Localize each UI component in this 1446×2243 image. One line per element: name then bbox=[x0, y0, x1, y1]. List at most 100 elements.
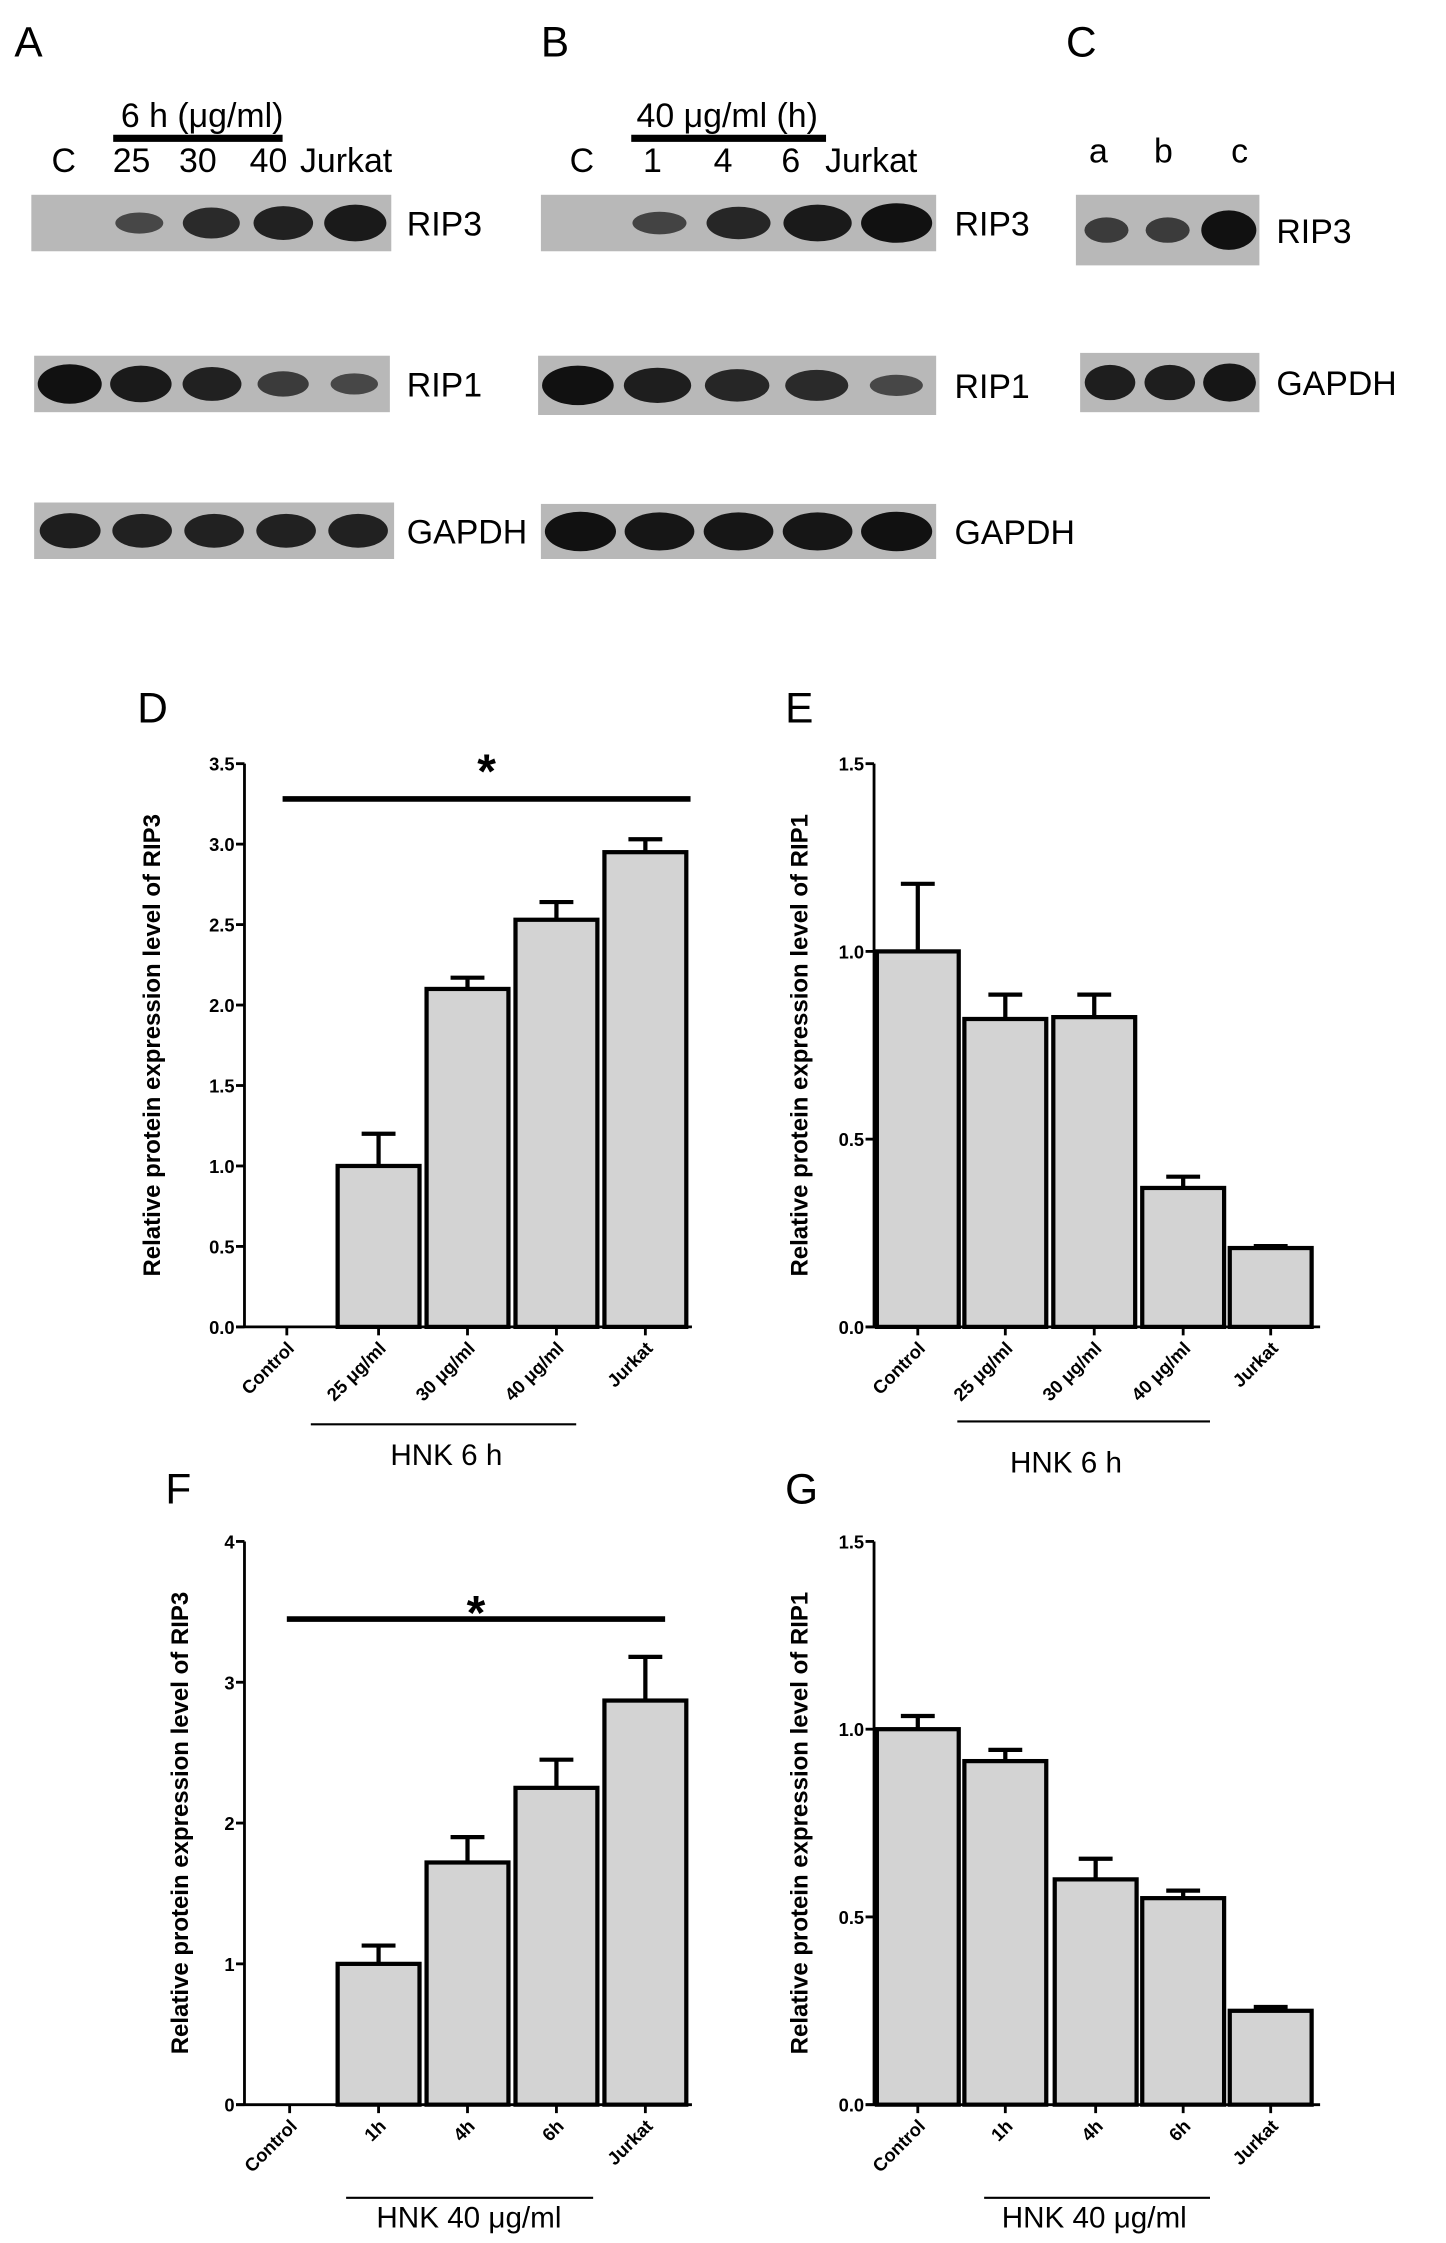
bar bbox=[424, 1860, 511, 2107]
protein-band bbox=[182, 367, 242, 401]
panel-label-b: B bbox=[541, 18, 569, 65]
protein-band bbox=[1084, 217, 1129, 243]
x-tick-label: 25 μg/ml bbox=[949, 1337, 1016, 1404]
bar bbox=[513, 1785, 600, 2107]
x-tick-label: 4h bbox=[449, 2115, 479, 2145]
protein-band bbox=[256, 513, 316, 548]
protein-band bbox=[330, 373, 378, 395]
x-tick-label: 30 μg/ml bbox=[411, 1337, 478, 1404]
protein-band bbox=[783, 204, 852, 242]
y-tick-label: 2.5 bbox=[209, 915, 235, 936]
y-tick-label: 4 bbox=[224, 1532, 235, 1553]
bar bbox=[1227, 2008, 1314, 2107]
protein-label: RIP3 bbox=[407, 206, 482, 244]
y-tick-label: 0.0 bbox=[839, 2095, 865, 2116]
x-tick-label: Control bbox=[868, 2115, 929, 2176]
y-tick-label: 1.0 bbox=[209, 1156, 235, 1177]
y-tick-label: 3 bbox=[224, 1672, 234, 1693]
bar bbox=[1051, 1014, 1138, 1330]
y-tick-label: 1.0 bbox=[839, 941, 865, 962]
group-label: HNK 6 h bbox=[390, 1439, 502, 1472]
protein-label: GAPDH bbox=[407, 513, 527, 551]
y-tick-label: 1.5 bbox=[839, 754, 865, 775]
x-tick-label: 6h bbox=[1164, 2115, 1194, 2145]
bar bbox=[874, 1727, 961, 2107]
panel-label-c: C bbox=[1066, 18, 1097, 65]
bar bbox=[424, 986, 511, 1330]
bar bbox=[1140, 1185, 1227, 1330]
bar bbox=[874, 949, 961, 1330]
protein-band bbox=[1201, 210, 1257, 250]
protein-band bbox=[184, 513, 244, 548]
lane-label: 1 bbox=[643, 142, 662, 180]
protein-band bbox=[257, 371, 309, 397]
group-label: HNK 40 μg/ml bbox=[376, 2201, 561, 2234]
protein-band bbox=[1144, 364, 1196, 401]
y-tick-label: 1.0 bbox=[839, 1719, 865, 1740]
protein-band bbox=[39, 513, 101, 549]
y-tick-label: 0 bbox=[224, 2095, 234, 2116]
lane-label: 30 bbox=[179, 142, 217, 180]
chart-D: Control 25 μg/ml 30 μg/ml 40 μg/ml Jurkat 0.0… bbox=[139, 746, 692, 1472]
x-tick-label: Control bbox=[237, 1337, 298, 1398]
protein-band bbox=[1145, 217, 1190, 243]
y-tick-label: 1.5 bbox=[839, 1532, 865, 1553]
protein-band bbox=[37, 364, 102, 404]
lane-label: 25 bbox=[113, 142, 151, 180]
x-tick-label: Jurkat bbox=[603, 2115, 657, 2169]
bar bbox=[1227, 1245, 1314, 1330]
protein-band bbox=[542, 365, 614, 406]
protein-band bbox=[253, 206, 314, 240]
lane-label: c bbox=[1231, 132, 1248, 170]
protein-band bbox=[624, 512, 695, 551]
x-tick-label: Jurkat bbox=[1228, 1337, 1282, 1391]
lane-label: 40 bbox=[250, 142, 288, 180]
x-tick-label: 4h bbox=[1077, 2115, 1107, 2145]
x-tick-label: 1h bbox=[987, 2115, 1017, 2145]
panel-label-d: D bbox=[137, 685, 168, 732]
protein-band bbox=[1084, 364, 1136, 401]
y-tick-label: 0.5 bbox=[839, 1907, 865, 1928]
protein-band bbox=[112, 513, 172, 548]
lane-label: Jurkat bbox=[300, 142, 393, 180]
group-label: HNK 6 h bbox=[1010, 1446, 1122, 1479]
lane-label: Jurkat bbox=[825, 142, 918, 180]
bar bbox=[1140, 1896, 1227, 2107]
chart-E: Control 25 μg/ml 30 μg/ml 40 μg/ml Jurkat 0.0… bbox=[787, 754, 1321, 1479]
x-tick-label: 6h bbox=[538, 2115, 568, 2145]
protein-label: RIP1 bbox=[954, 368, 1029, 406]
chart-G: Control 1h 4h 6h Jurkat 0.0 0.5 1.0 1.5 Relative … bbox=[787, 1532, 1321, 2234]
bar bbox=[602, 1698, 689, 2107]
y-tick-label: 0.0 bbox=[209, 1317, 235, 1338]
y-tick-label: 3.5 bbox=[209, 754, 235, 775]
significance-star: * bbox=[477, 746, 496, 799]
protein-band bbox=[623, 367, 692, 404]
x-tick-label: Jurkat bbox=[1228, 2115, 1282, 2169]
protein-band bbox=[110, 365, 172, 403]
chart-F: Control 1h 4h 6h Jurkat 0 1 2 3 4 Relative protein… bbox=[167, 1532, 692, 2234]
protein-band bbox=[704, 369, 770, 402]
y-tick-label: 0.0 bbox=[839, 1317, 865, 1338]
x-tick-label: 30 μg/ml bbox=[1038, 1337, 1105, 1404]
protein-band bbox=[785, 369, 849, 401]
protein-label: GAPDH bbox=[1276, 365, 1396, 403]
protein-band bbox=[861, 511, 933, 552]
y-tick-label: 0.5 bbox=[209, 1236, 235, 1257]
x-tick-label: Control bbox=[240, 2115, 301, 2176]
lane-label: C bbox=[570, 142, 594, 180]
significance-star: * bbox=[467, 1587, 486, 1640]
y-tick-label: 0.5 bbox=[839, 1129, 865, 1150]
protein-label: RIP3 bbox=[1276, 213, 1351, 251]
blot-b-header: 40 μg/ml (h) bbox=[637, 97, 818, 135]
protein-band bbox=[182, 207, 240, 239]
lane-label: 4 bbox=[714, 142, 733, 180]
y-axis-label: Relative protein expression level of RIP… bbox=[787, 1592, 814, 2055]
lane-label: a bbox=[1089, 132, 1108, 170]
protein-band bbox=[703, 512, 774, 551]
protein-label: RIP3 bbox=[954, 206, 1029, 244]
panel-label-g: G bbox=[785, 1465, 818, 1512]
panel-label-a: A bbox=[14, 18, 43, 65]
bar bbox=[962, 1758, 1049, 2107]
charts: Control 25 μg/ml 30 μg/ml 40 μg/ml Jurkat 0.0… bbox=[139, 746, 1321, 2234]
